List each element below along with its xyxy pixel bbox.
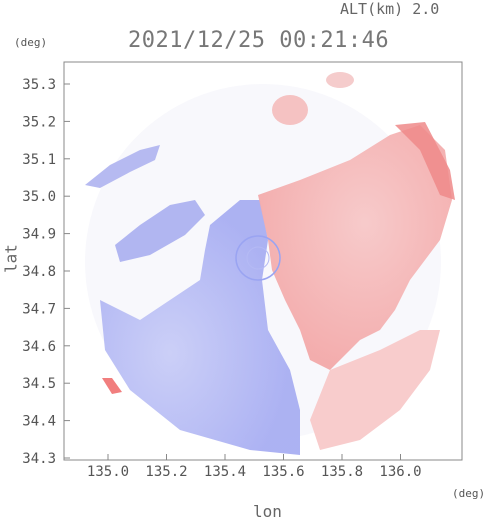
x-axis-label: lon — [253, 502, 282, 521]
y-axis-unit: (deg) — [14, 36, 48, 49]
x-tick-label: 136.0 — [379, 464, 421, 480]
x-tick-label: 135.4 — [204, 464, 246, 480]
north-echo-cell — [272, 95, 308, 125]
y-tick-label: 35.3 — [22, 77, 56, 93]
y-tick-label: 34.7 — [22, 301, 56, 317]
timestamp-title: 2021/12/25 00:21:46 — [128, 28, 390, 53]
plot-frame — [63, 61, 463, 461]
northeast-red-edge — [395, 122, 455, 200]
x-axis-unit: (deg) — [452, 487, 486, 500]
y-tick-label: 35.1 — [22, 152, 56, 168]
y-tick-label: 35.2 — [22, 114, 56, 130]
west-echo-band — [115, 200, 205, 262]
southwest-red-edge — [102, 378, 122, 394]
altitude-label: ALT(km) 2.0 — [340, 0, 440, 18]
northwest-echo-band — [85, 145, 160, 188]
x-tick-label: 135.2 — [145, 464, 187, 480]
radar-site-ring — [235, 235, 281, 281]
y-tick-label: 34.3 — [22, 451, 56, 467]
receding-echo-southeast — [310, 330, 440, 450]
y-axis: 35.3 35.2 35.1 35.0 34.9 34.8 34.7 34.6 34.5 34.4… — [22, 77, 70, 467]
north-echo-fragment — [326, 72, 354, 88]
receding-echo-region — [258, 125, 452, 370]
x-axis: 135.0 135.2 135.4 135.6 135.8 136.0 — [87, 454, 422, 480]
y-tick-label: 34.5 — [22, 376, 56, 392]
y-tick-label: 35.0 — [22, 189, 56, 205]
x-tick-label: 135.0 — [87, 464, 129, 480]
y-tick-label: 34.6 — [22, 339, 56, 355]
echo-field — [85, 72, 455, 455]
y-tick-label: 34.9 — [22, 227, 56, 243]
x-tick-label: 135.8 — [321, 464, 363, 480]
x-tick-label: 135.6 — [262, 464, 304, 480]
y-tick-label: 34.8 — [22, 264, 56, 280]
radar-site-inner-ring — [246, 246, 270, 270]
y-tick-label: 34.4 — [22, 414, 56, 430]
approaching-echo-region — [100, 200, 300, 455]
